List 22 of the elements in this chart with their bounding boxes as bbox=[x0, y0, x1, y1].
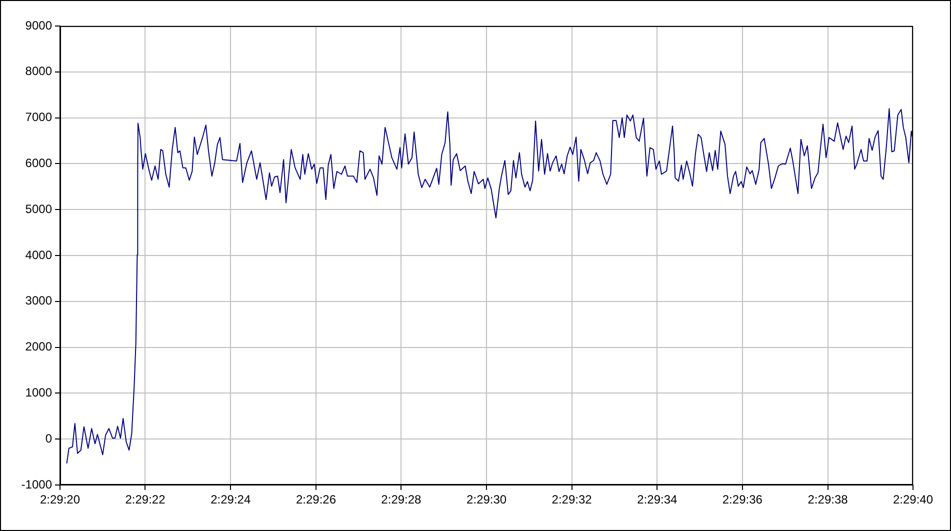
x-tick-label: 2:29:22 bbox=[125, 492, 166, 507]
x-tick-label: 2:29:28 bbox=[381, 492, 422, 507]
y-tick-label: 8000 bbox=[25, 64, 52, 78]
x-tick-label: 2:29:34 bbox=[637, 492, 678, 507]
x-tick-label: 2:29:30 bbox=[466, 492, 507, 507]
x-tick-label: 2:29:36 bbox=[722, 492, 763, 507]
y-tick-label: 9000 bbox=[25, 18, 52, 32]
y-tick-label: 7000 bbox=[25, 110, 52, 124]
y-tick-label: 2000 bbox=[25, 340, 52, 354]
x-tick-label: 2:29:32 bbox=[552, 492, 592, 507]
x-tick-label: 2:29:24 bbox=[210, 492, 251, 507]
x-tick-label: 2:29:38 bbox=[808, 492, 848, 507]
x-tick-label: 2:29:40 bbox=[892, 492, 934, 507]
y-tick-label: 6000 bbox=[25, 156, 52, 170]
y-tick-label: -1000 bbox=[21, 477, 52, 492]
y-tick-label: 5000 bbox=[25, 202, 52, 216]
y-tick-label: 3000 bbox=[25, 294, 52, 308]
y-tick-label: 1000 bbox=[25, 386, 52, 400]
y-tick-label: 0 bbox=[45, 431, 52, 446]
x-tick-label: 2:29:20 bbox=[40, 492, 80, 507]
y-tick-label: 4000 bbox=[25, 248, 52, 262]
x-tick-label: 2:29:26 bbox=[296, 492, 336, 507]
